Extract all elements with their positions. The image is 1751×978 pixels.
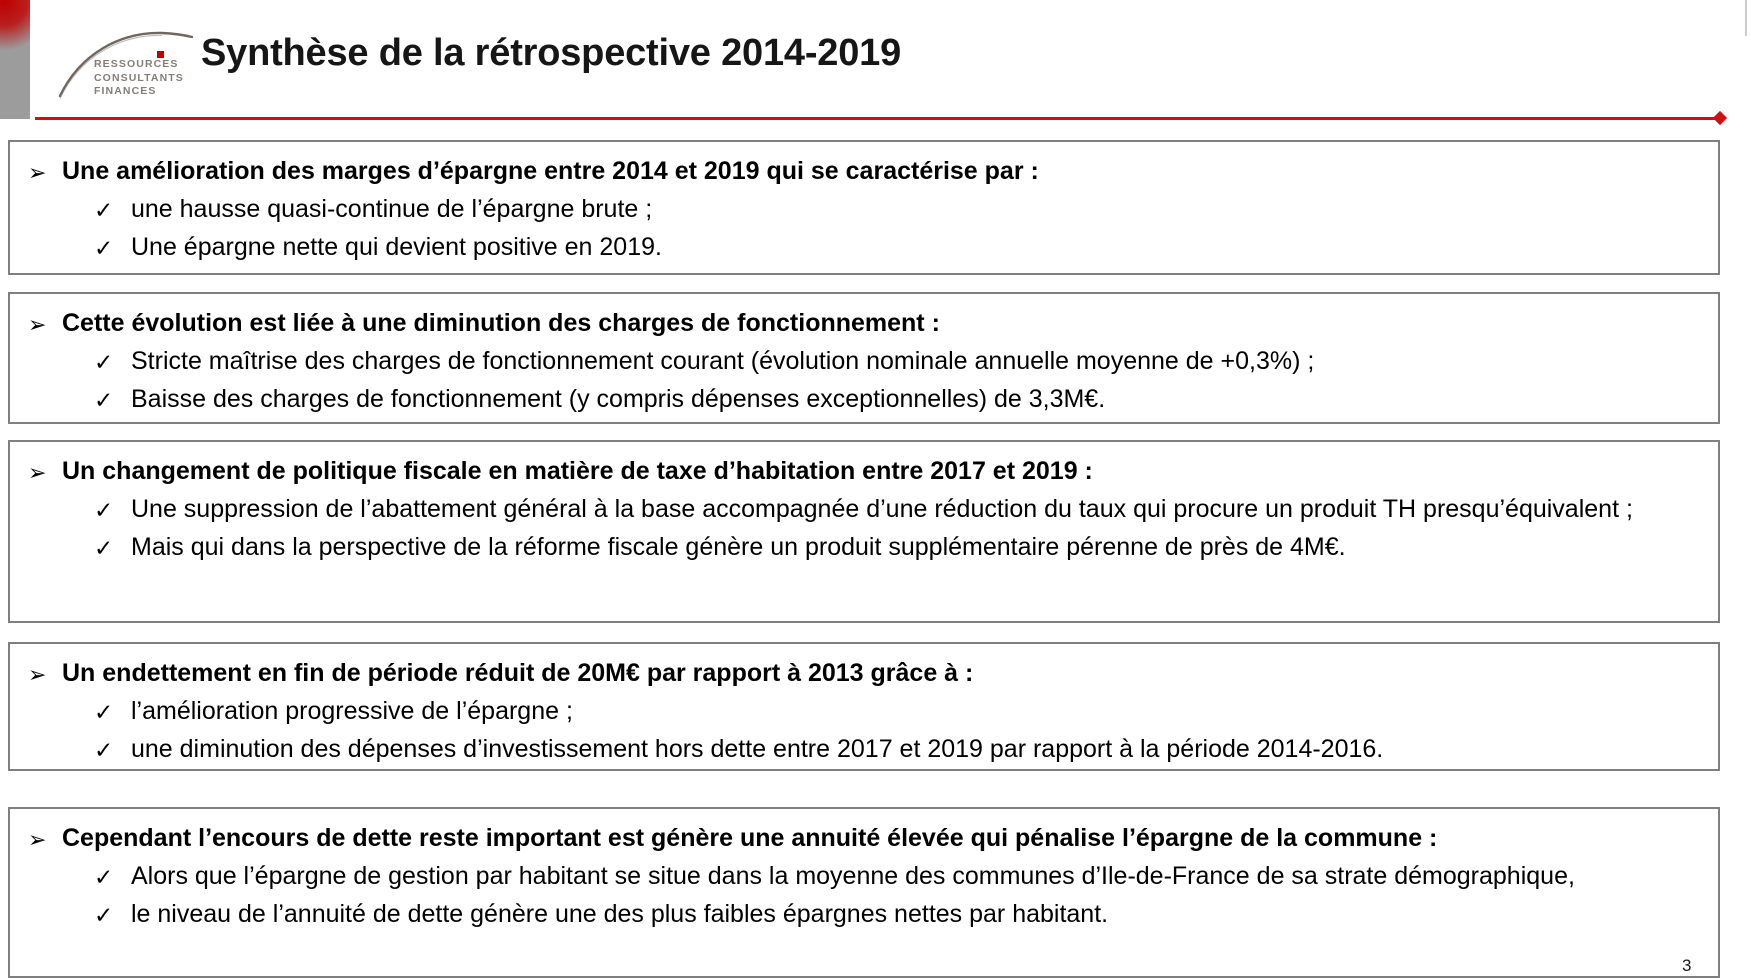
header-divider xyxy=(35,117,1721,120)
bullet-item: ✓ Stricte maîtrise des charges de fonctio… xyxy=(94,343,1706,381)
right-edge-line xyxy=(1745,0,1747,36)
page-number: 3 xyxy=(1682,956,1692,975)
section-bullets: ✓ une hausse quasi-continue de l’épargne … xyxy=(94,191,1706,267)
synthesis-section: ➢ Une amélioration des marges d’épargne … xyxy=(8,140,1720,275)
arrow-bullet-icon: ➢ xyxy=(28,160,47,185)
section-heading-text: Cependant l’encours de dette reste impor… xyxy=(62,824,1438,852)
arrow-bullet-icon: ➢ xyxy=(28,662,47,687)
company-logo: RESSOURCES CONSULTANTS FINANCES xyxy=(58,20,198,102)
bullet-item: ✓ Mais qui dans la perspective de la réfo… xyxy=(94,529,1706,567)
logo-red-square xyxy=(157,51,164,58)
bullet-text: l’amélioration progressive de l’épargne … xyxy=(131,697,573,725)
section-bullets: ✓ Stricte maîtrise des charges de fonctio… xyxy=(94,343,1706,419)
bullet-text: Mais qui dans la perspective de la réfor… xyxy=(131,533,1346,561)
section-heading: ➢ Un endettement en fin de période rédui… xyxy=(28,655,1706,693)
bullet-item: ✓ une diminution des dépenses d’investiss… xyxy=(94,731,1706,769)
check-icon: ✓ xyxy=(94,535,114,561)
check-icon: ✓ xyxy=(94,387,114,413)
page-title: Synthèse de la rétrospective 2014-2019 xyxy=(201,32,902,74)
check-icon: ✓ xyxy=(94,235,114,261)
synthesis-section: ➢ Cette évolution est liée à une diminut… xyxy=(8,292,1720,424)
logo-line-2: CONSULTANTS xyxy=(94,71,184,84)
bullet-item: ✓ Baisse des charges de fonctionnement (y… xyxy=(94,381,1706,419)
section-heading: ➢ Un changement de politique fiscale en … xyxy=(28,453,1706,491)
bullet-item: ✓ une hausse quasi-continue de l’épargne … xyxy=(94,191,1706,229)
logo-line-3: FINANCES xyxy=(94,85,157,98)
bullet-text: Alors que l’épargne de gestion par habit… xyxy=(131,862,1575,890)
bullet-item: ✓ le niveau de l’annuité de dette génère … xyxy=(94,896,1706,934)
synthesis-section: ➢ Un endettement en fin de période rédui… xyxy=(8,642,1720,771)
bullet-text: une diminution des dépenses d’investisse… xyxy=(131,735,1384,763)
arrow-bullet-icon: ➢ xyxy=(28,312,47,337)
check-icon: ✓ xyxy=(94,864,114,890)
bullet-text: Baisse des charges de fonctionnement (y … xyxy=(131,385,1106,413)
synthesis-section: ➢ Cependant l’encours de dette reste imp… xyxy=(8,807,1720,978)
bullet-text: Stricte maîtrise des charges de fonction… xyxy=(131,347,1315,375)
bullet-item: ✓ Une suppression de l’abattement général… xyxy=(94,491,1706,529)
logo-line-1: RESSOURCES xyxy=(94,58,179,70)
section-bullets: ✓ l’amélioration progressive de l’épargne… xyxy=(94,693,1706,769)
check-icon: ✓ xyxy=(94,699,114,725)
section-heading-text: Un endettement en fin de période réduit … xyxy=(62,659,974,687)
check-icon: ✓ xyxy=(94,349,114,375)
synthesis-section: ➢ Un changement de politique fiscale en … xyxy=(8,440,1720,623)
section-heading-text: Une amélioration des marges d’épargne en… xyxy=(62,157,1039,185)
section-heading: ➢ Cependant l’encours de dette reste imp… xyxy=(28,820,1706,858)
check-icon: ✓ xyxy=(94,737,114,763)
bullet-text: Une suppression de l’abattement général … xyxy=(131,495,1633,523)
bullet-text: une hausse quasi-continue de l’épargne b… xyxy=(131,195,653,223)
check-icon: ✓ xyxy=(94,197,114,223)
sidebar-accent-bar xyxy=(0,0,30,119)
check-icon: ✓ xyxy=(94,902,114,928)
section-bullets: ✓ Une suppression de l’abattement général… xyxy=(94,491,1706,567)
section-heading-text: Un changement de politique fiscale en ma… xyxy=(62,457,1093,485)
bullet-text: Une épargne nette qui devient positive e… xyxy=(131,233,662,261)
arrow-bullet-icon: ➢ xyxy=(28,460,47,485)
bullet-item: ✓ Alors que l’épargne de gestion par habi… xyxy=(94,858,1706,896)
arrow-bullet-icon: ➢ xyxy=(28,827,47,852)
check-icon: ✓ xyxy=(94,497,114,523)
logo-wordmark: RESSOURCES CONSULTANTS FINANCES xyxy=(94,58,184,99)
section-heading-text: Cette évolution est liée à une diminutio… xyxy=(62,309,940,337)
section-heading: ➢ Cette évolution est liée à une diminut… xyxy=(28,305,1706,343)
bullet-item: ✓ l’amélioration progressive de l’épargne… xyxy=(94,693,1706,731)
logo-swoosh-icon xyxy=(58,31,194,99)
bullet-text: le niveau de l’annuité de dette génère u… xyxy=(131,900,1109,928)
bullet-item: ✓ Une épargne nette qui devient positive … xyxy=(94,229,1706,267)
section-heading: ➢ Une amélioration des marges d’épargne … xyxy=(28,153,1706,191)
section-bullets: ✓ Alors que l’épargne de gestion par habi… xyxy=(94,858,1706,934)
